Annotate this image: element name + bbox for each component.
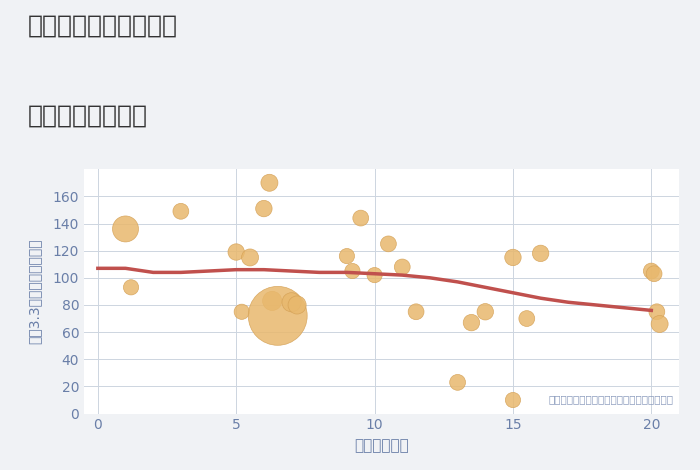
Point — [346, 267, 358, 275]
Point — [648, 270, 659, 277]
Point — [175, 208, 186, 215]
Point — [535, 250, 546, 257]
Point — [654, 320, 665, 328]
Point — [355, 214, 366, 222]
Point — [522, 315, 533, 322]
Point — [244, 254, 256, 261]
Point — [397, 263, 408, 271]
Point — [452, 379, 463, 386]
Y-axis label: 坪（3.3㎡）単価（万円）: 坪（3.3㎡）単価（万円） — [27, 239, 41, 344]
Point — [272, 312, 284, 320]
Point — [291, 301, 302, 309]
Point — [508, 254, 519, 261]
Point — [342, 252, 353, 260]
Point — [267, 297, 278, 305]
Point — [236, 308, 247, 315]
Point — [651, 308, 662, 315]
Text: 円の大きさは、取引のあった物件面積を示す: 円の大きさは、取引のあった物件面積を示す — [548, 394, 673, 404]
Point — [645, 267, 657, 275]
Text: 兵庫県西宮市高松町の: 兵庫県西宮市高松町の — [28, 14, 178, 38]
Point — [264, 179, 275, 187]
Point — [410, 308, 421, 315]
Point — [125, 283, 136, 291]
X-axis label: 駅距離（分）: 駅距離（分） — [354, 438, 409, 453]
Point — [480, 308, 491, 315]
Point — [120, 225, 131, 233]
Text: 駅距離別土地価格: 駅距離別土地価格 — [28, 103, 148, 127]
Point — [466, 319, 477, 326]
Point — [369, 271, 380, 279]
Point — [383, 240, 394, 248]
Point — [508, 396, 519, 404]
Point — [286, 298, 297, 306]
Point — [230, 248, 241, 256]
Point — [258, 205, 270, 212]
